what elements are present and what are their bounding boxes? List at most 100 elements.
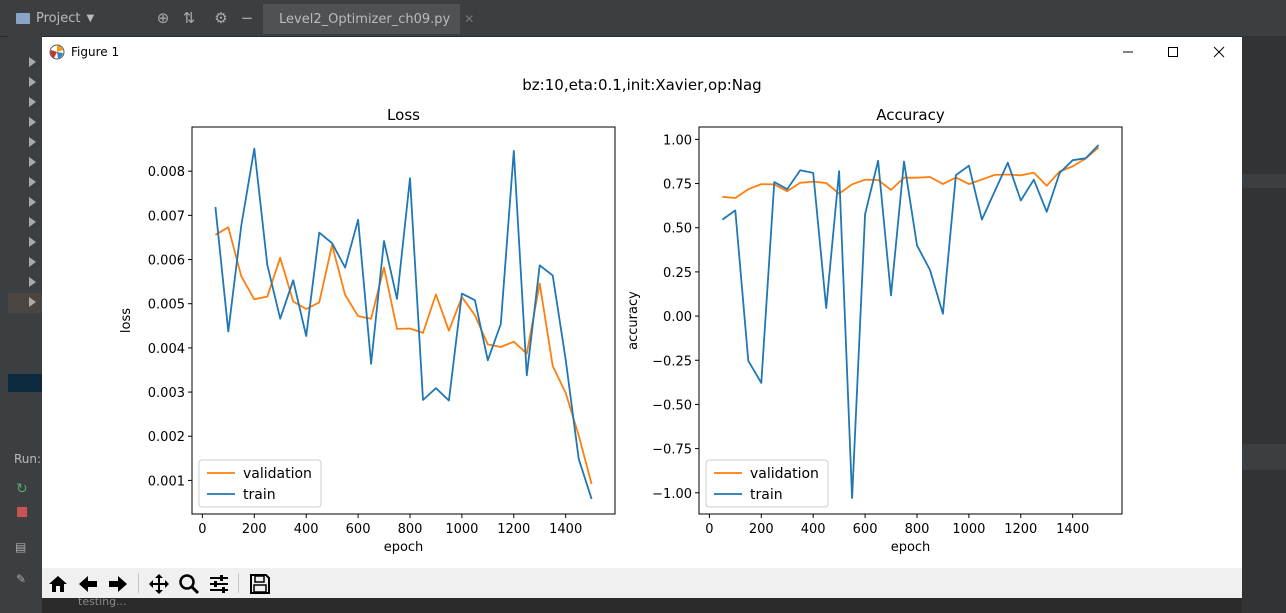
y-axis-label: accuracy — [626, 291, 641, 350]
x-tick-label: 200 — [749, 522, 774, 537]
x-tick-label: 400 — [801, 522, 826, 537]
maximize-button[interactable] — [1150, 37, 1196, 67]
figure-canvas: bz:10,eta:0.1,init:Xavier,op:Nag Loss 0 20… — [119, 76, 1123, 555]
console-text: testing... — [78, 595, 127, 608]
rerun-icon[interactable]: ↻ — [16, 481, 28, 497]
figure-window: Figure 1 bz:10,eta:0.1,init:Xavier,op:Na… — [42, 37, 1242, 598]
collapse-icon[interactable]: ⇅ — [182, 9, 196, 27]
axes-frame — [698, 126, 1123, 515]
figure-titlebar[interactable]: Figure 1 — [42, 37, 1242, 67]
expand-arrow-icon[interactable] — [29, 217, 36, 227]
layout-icon[interactable]: ▤ — [15, 540, 27, 554]
x-tick-label: 0 — [705, 522, 713, 537]
axes-frame — [191, 126, 616, 515]
x-tick-label: 1400 — [1056, 522, 1089, 537]
y-tick-label: 0.75 — [663, 178, 692, 193]
series-line-train — [214, 147, 593, 500]
close-icon — [1213, 46, 1225, 58]
y-tick-label: −0.25 — [652, 354, 692, 369]
back-button[interactable] — [74, 571, 102, 596]
y-tick-label: 0.00 — [663, 310, 692, 325]
y-tick-label: 0.004 — [148, 342, 185, 357]
gear-icon[interactable]: ⚙ — [214, 9, 228, 27]
window-title: Figure 1 — [71, 45, 120, 59]
editor-tab[interactable]: Level2_Optimizer_ch09.py ✕ — [263, 4, 474, 34]
ide-left-edge — [0, 0, 8, 613]
series-line-validation — [214, 226, 593, 485]
toolbar-divider — [238, 573, 239, 593]
expand-arrow-icon[interactable] — [29, 237, 36, 247]
minimize-panel-icon[interactable]: − — [240, 9, 254, 27]
tree-selected-row[interactable] — [8, 293, 42, 313]
y-tick-label: 0.001 — [148, 474, 185, 489]
chevron-down-icon: ▼ — [86, 12, 95, 24]
pan-button[interactable] — [145, 571, 173, 596]
home-button[interactable] — [44, 571, 72, 596]
expand-arrow-icon[interactable] — [29, 117, 36, 127]
x-tick-label: 800 — [905, 522, 930, 537]
expand-arrow-icon[interactable] — [29, 197, 36, 207]
back-icon — [79, 575, 97, 592]
matplotlib-icon — [49, 44, 65, 60]
legend-label: validation — [243, 466, 312, 482]
project-tree — [8, 36, 42, 613]
x-tick-label: 600 — [346, 522, 371, 537]
pin-icon[interactable]: ✎ — [16, 572, 27, 586]
zoom-button[interactable] — [175, 571, 203, 596]
minimize-button[interactable] — [1105, 37, 1151, 67]
expand-arrow-icon[interactable] — [29, 157, 36, 167]
forward-button[interactable] — [104, 571, 132, 596]
figure-suptitle: bz:10,eta:0.1,init:Xavier,op:Nag — [522, 76, 761, 94]
y-tick-label: 0.003 — [148, 386, 185, 401]
close-button[interactable] — [1196, 37, 1242, 67]
close-tab-icon[interactable]: ✕ — [464, 12, 475, 26]
y-tick-label: 0.002 — [148, 430, 185, 445]
x-tick-label: 800 — [398, 522, 423, 537]
y-tick-label: 1.00 — [663, 133, 692, 148]
save-button[interactable] — [246, 571, 274, 596]
x-tick-label: 1200 — [1004, 522, 1037, 537]
expand-arrow-icon[interactable] — [29, 297, 36, 307]
configure-button[interactable] — [205, 571, 233, 596]
legend-label: validation — [750, 466, 819, 482]
axes-title: Accuracy — [876, 106, 945, 124]
x-tick-label: 200 — [242, 522, 267, 537]
y-tick-label: 0.006 — [148, 254, 185, 269]
x-tick-label: 1000 — [952, 522, 985, 537]
x-tick-label: 1200 — [497, 522, 530, 537]
zoom-icon — [179, 573, 200, 594]
y-tick-label: 0.005 — [148, 298, 185, 313]
expand-arrow-icon[interactable] — [29, 277, 36, 287]
target-icon[interactable]: ⊕ — [156, 9, 170, 27]
y-tick-label: −1.00 — [652, 487, 692, 502]
y-tick-label: 0.007 — [148, 209, 185, 224]
ide-toolbar: Project ▼ ⊕ ⇅ ⚙ − Level2_Optimizer_ch09.… — [0, 0, 1286, 37]
project-dropdown[interactable]: Project ▼ — [16, 6, 94, 30]
legend-box — [705, 459, 829, 508]
y-tick-label: −0.50 — [652, 398, 692, 413]
x-tick-label: 600 — [853, 522, 878, 537]
y-tick-label: 0.008 — [148, 165, 185, 180]
expand-arrow-icon[interactable] — [29, 57, 36, 67]
toolbar-divider — [138, 573, 139, 593]
home-icon — [49, 575, 67, 592]
maximize-icon — [1168, 47, 1178, 57]
x-axis-label: epoch — [384, 540, 424, 555]
legend-box — [198, 459, 322, 508]
series-line-train — [721, 144, 1100, 500]
right-panel-row — [1242, 444, 1286, 470]
x-axis-label: epoch — [891, 540, 931, 555]
folder-icon — [16, 12, 30, 24]
editor-tab-label: Level2_Optimizer_ch09.py — [279, 11, 451, 27]
expand-arrow-icon[interactable] — [29, 97, 36, 107]
expand-arrow-icon[interactable] — [29, 137, 36, 147]
expand-arrow-icon[interactable] — [29, 77, 36, 87]
save-icon — [250, 573, 270, 594]
right-panel-row — [1242, 174, 1286, 188]
expand-arrow-icon[interactable] — [29, 257, 36, 267]
stop-icon[interactable] — [17, 507, 27, 517]
legend-label: train — [750, 487, 783, 503]
expand-arrow-icon[interactable] — [29, 177, 36, 187]
x-tick-label: 1000 — [445, 522, 478, 537]
minimize-icon — [1123, 51, 1133, 53]
